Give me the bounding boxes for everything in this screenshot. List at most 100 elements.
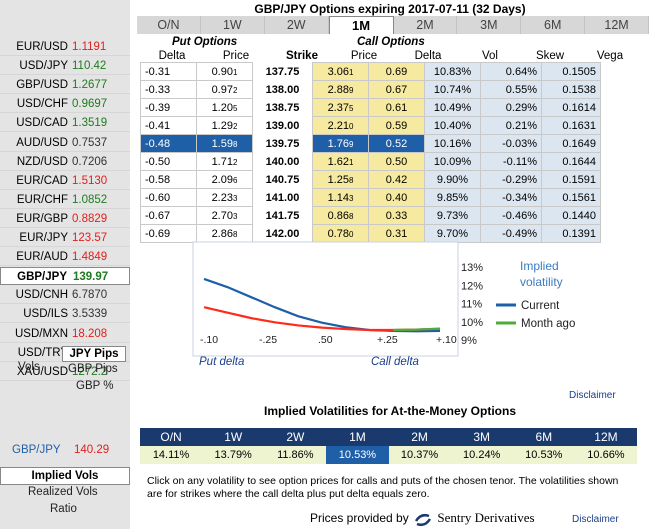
- sidebar-pair-aud-usd[interactable]: AUD/USD 0.7537: [0, 134, 130, 152]
- call-price-cell[interactable]: 2.375: [312, 98, 369, 117]
- sidebar-pair-nzd-usd[interactable]: NZD/USD 0.7206: [0, 153, 130, 171]
- call-price-cell[interactable]: 2.210: [312, 116, 369, 135]
- vega-cell[interactable]: 0.1649: [541, 134, 601, 153]
- sidebar-pair-eur-gbp[interactable]: EUR/GBP 0.8829: [0, 210, 130, 228]
- skew-cell[interactable]: -0.46%: [480, 206, 542, 225]
- atm-tenor-6m[interactable]: 6M: [535, 430, 553, 444]
- put-delta-cell[interactable]: -0.58: [140, 170, 197, 189]
- tab-6m[interactable]: 6M: [521, 16, 586, 34]
- put-delta-cell[interactable]: -0.41: [140, 116, 197, 135]
- atm-tenor-on[interactable]: O/N: [160, 430, 182, 444]
- vega-cell[interactable]: 0.1644: [541, 152, 601, 171]
- put-delta-cell[interactable]: -0.39: [140, 98, 197, 117]
- vol-cell[interactable]: 9.73%: [424, 206, 481, 225]
- put-delta-cell[interactable]: -0.50: [140, 152, 197, 171]
- atm-vol-value[interactable]: 10.66%: [587, 449, 625, 461]
- sidebar-pair-usd-chf[interactable]: USD/CHF 0.9697: [0, 95, 130, 114]
- put-price-cell[interactable]: 1.292: [196, 116, 253, 135]
- put-delta-cell[interactable]: -0.69: [140, 224, 197, 243]
- put-price-cell[interactable]: 1.598: [196, 134, 253, 153]
- call-price-cell[interactable]: 3.061: [312, 62, 369, 81]
- vol-cell[interactable]: 10.74%: [424, 80, 481, 99]
- skew-cell[interactable]: -0.03%: [480, 134, 542, 153]
- skew-cell[interactable]: 0.21%: [480, 116, 542, 135]
- vega-cell[interactable]: 0.1631: [541, 116, 601, 135]
- put-delta-cell[interactable]: -0.31: [140, 62, 197, 81]
- skew-cell[interactable]: -0.29%: [480, 170, 542, 189]
- put-price-cell[interactable]: 0.972: [196, 80, 253, 99]
- vega-cell[interactable]: 0.1391: [541, 224, 601, 243]
- sidebar-pair-usd-jpy[interactable]: USD/JPY 110.42: [0, 57, 130, 76]
- tab-2m[interactable]: 2M: [393, 16, 458, 34]
- provider-name[interactable]: Sentry Derivatives: [437, 510, 535, 525]
- footer-disclaimer-link[interactable]: Disclaimer: [572, 514, 619, 525]
- call-delta-cell[interactable]: 0.61: [368, 98, 425, 117]
- call-price-cell[interactable]: 1.621: [312, 152, 369, 171]
- call-delta-cell[interactable]: 0.59: [368, 116, 425, 135]
- sidebar-pair-usd-cnh[interactable]: USD/CNH 6.7870: [0, 286, 130, 305]
- call-price-cell[interactable]: 1.258: [312, 170, 369, 189]
- atm-tenor-3m[interactable]: 3M: [473, 430, 491, 444]
- call-delta-cell[interactable]: 0.50: [368, 152, 425, 171]
- call-price-cell[interactable]: 0.868: [312, 206, 369, 225]
- atm-tenor-2w[interactable]: 2W: [286, 430, 305, 444]
- vol-cell[interactable]: 10.83%: [424, 62, 481, 81]
- call-price-cell[interactable]: 1.769: [312, 134, 369, 153]
- sidebar-pair-eur-jpy[interactable]: EUR/JPY 123.57: [0, 229, 130, 247]
- put-delta-cell[interactable]: -0.60: [140, 188, 197, 207]
- skew-cell[interactable]: -0.34%: [480, 188, 542, 207]
- put-price-cell[interactable]: 0.901: [196, 62, 253, 81]
- atm-vol-value[interactable]: 11.86%: [277, 449, 314, 461]
- vega-cell[interactable]: 0.1440: [541, 206, 601, 225]
- vol-cell[interactable]: 9.90%: [424, 170, 481, 189]
- vol-cell[interactable]: 10.49%: [424, 98, 481, 117]
- vega-cell[interactable]: 0.1505: [541, 62, 601, 81]
- sidebar-pair-eur-aud[interactable]: EUR/AUD 1.4849: [0, 248, 130, 267]
- call-delta-cell[interactable]: 0.33: [368, 206, 425, 225]
- put-delta-cell[interactable]: -0.33: [140, 80, 197, 99]
- vega-cell[interactable]: 0.1538: [541, 80, 601, 99]
- skew-cell[interactable]: 0.55%: [480, 80, 542, 99]
- tab-1w[interactable]: 1W: [200, 16, 265, 34]
- atm-vol-value[interactable]: 10.24%: [463, 449, 501, 461]
- vega-cell[interactable]: 0.1591: [541, 170, 601, 189]
- tab-1m[interactable]: 1M: [328, 16, 394, 34]
- atm-tenor-1m[interactable]: 1M: [349, 430, 366, 444]
- atm-tenor-1w[interactable]: 1W: [224, 430, 243, 444]
- tab-3m[interactable]: 3M: [457, 16, 522, 34]
- vega-cell[interactable]: 0.1561: [541, 188, 601, 207]
- bottom-pair-row[interactable]: GBP/JPY 140.29: [0, 440, 130, 460]
- sidebar-pair-usd-cad[interactable]: USD/CAD 1.3519: [0, 114, 130, 133]
- put-price-cell[interactable]: 2.703: [196, 206, 253, 225]
- atm-vol-value[interactable]: 10.53%: [525, 449, 563, 461]
- call-price-cell[interactable]: 2.889: [312, 80, 369, 99]
- call-delta-cell[interactable]: 0.69: [368, 62, 425, 81]
- vol-cell[interactable]: 10.40%: [424, 116, 481, 135]
- sidebar-pair-usd-ils[interactable]: USD/ILS 3.5339: [0, 305, 130, 324]
- sidebar-pair-eur-usd[interactable]: EUR/USD 1.1191: [0, 38, 130, 56]
- put-price-cell[interactable]: 2.096: [196, 170, 253, 189]
- call-delta-cell[interactable]: 0.31: [368, 224, 425, 243]
- vol-cell[interactable]: 10.16%: [424, 134, 481, 153]
- vol-cell[interactable]: 9.85%: [424, 188, 481, 207]
- skew-cell[interactable]: -0.11%: [480, 152, 542, 171]
- gbp-percent-toggle[interactable]: GBP %: [76, 380, 114, 392]
- atm-tenor-12m[interactable]: 12M: [594, 430, 618, 444]
- put-delta-cell[interactable]: -0.48: [140, 134, 197, 153]
- atm-tenor-2m[interactable]: 2M: [411, 430, 428, 444]
- vol-cell[interactable]: 10.09%: [424, 152, 481, 171]
- atm-vol-value[interactable]: 10.53%: [326, 446, 389, 464]
- call-delta-cell[interactable]: 0.42: [368, 170, 425, 189]
- sidebar-pair-xau-usd[interactable]: XAU/USD 1272.2: [0, 363, 130, 381]
- ratio-toggle[interactable]: Ratio: [50, 503, 77, 515]
- skew-cell[interactable]: 0.29%: [480, 98, 542, 117]
- gbp-pips-toggle[interactable]: GBP Pips: [68, 363, 118, 375]
- put-price-cell[interactable]: 2.233: [196, 188, 253, 207]
- call-delta-cell[interactable]: 0.52: [368, 134, 425, 153]
- sidebar-pair-eur-chf[interactable]: EUR/CHF 1.0852: [0, 191, 130, 209]
- put-price-cell[interactable]: 2.868: [196, 224, 253, 243]
- atm-vol-value[interactable]: 14.11%: [152, 449, 190, 461]
- tab-on[interactable]: O/N: [137, 16, 201, 34]
- tab-12m[interactable]: 12M: [585, 16, 649, 34]
- sidebar-pair-gbp-usd[interactable]: GBP/USD 1.2677: [0, 76, 130, 95]
